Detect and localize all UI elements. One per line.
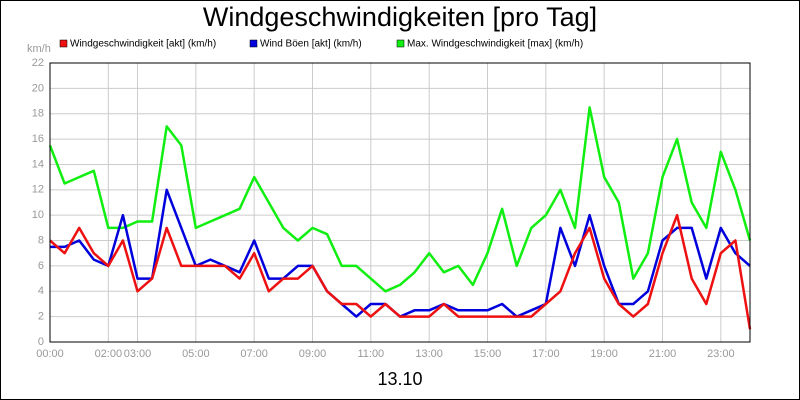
line-layer — [48, 106, 752, 330]
y-tick-label: 16 — [32, 133, 44, 145]
x-tick-label: 02:00 — [95, 348, 123, 360]
x-tick-label: 13:00 — [415, 348, 443, 360]
y-tick-label: 10 — [32, 209, 44, 221]
chart-title: Windgeschwindigkeiten [pro Tag] — [203, 2, 597, 32]
y-tick-label: 8 — [38, 234, 44, 246]
legend-swatch — [249, 39, 258, 48]
x-tick-label: 00:00 — [36, 348, 64, 360]
legend-swatch — [59, 39, 68, 48]
y-tick-label: 6 — [38, 260, 44, 272]
plot-border — [49, 62, 751, 343]
x-tick-label: 07:00 — [240, 348, 268, 360]
x-tick-label: 09:00 — [299, 348, 327, 360]
y-tick-label: 12 — [32, 184, 44, 196]
legend-label: Wind Böen [akt] (km/h) — [260, 39, 362, 50]
y-tick-label: 0 — [38, 336, 44, 348]
data-line — [48, 106, 752, 293]
y-axis-unit: km/h — [27, 43, 51, 55]
x-axis-label: 13.10 — [377, 369, 422, 389]
y-tick-label: 18 — [32, 108, 44, 120]
x-tick-label: 03:00 — [124, 348, 152, 360]
data-line — [49, 213, 752, 330]
x-tick-label: 17:00 — [532, 348, 560, 360]
x-tick-label: 21:00 — [649, 348, 677, 360]
x-tick-label: 23:00 — [707, 348, 735, 360]
legend: Windgeschwindigkeit [akt] (km/h) Wind Böe… — [59, 39, 583, 50]
x-tick-label: 11:00 — [357, 348, 384, 360]
x-tick-label: 05:00 — [182, 348, 210, 360]
y-tick-label: 22 — [32, 57, 44, 69]
y-tick-label: 14 — [32, 158, 44, 170]
legend-label: Max. Windgeschwindigkeit [max] (km/h) — [407, 39, 583, 50]
legend-swatch — [396, 39, 405, 48]
y-tick-label: 20 — [32, 82, 44, 94]
y-tick-label: 2 — [38, 311, 44, 323]
y-tick-label: 4 — [38, 285, 44, 297]
legend-label: Windgeschwindigkeit [akt] (km/h) — [70, 39, 216, 50]
x-tick-label: 19:00 — [590, 348, 618, 360]
x-tick-label: 15:00 — [474, 348, 502, 360]
